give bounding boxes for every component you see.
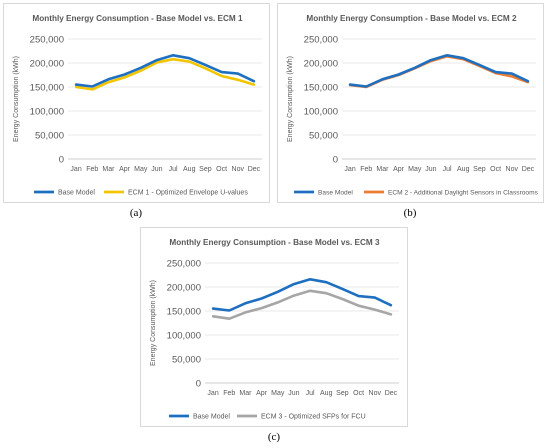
y-tick-label-b-0: 0 xyxy=(333,155,338,166)
y-tick-label-a-1: 50,000 xyxy=(35,131,64,142)
y-tick-label-c-3: 150,000 xyxy=(167,307,201,318)
y-tick-label-b-5: 250,000 xyxy=(304,35,338,46)
x-tick-label-c-1: Feb xyxy=(223,390,235,397)
series-line-c-0 xyxy=(211,277,393,312)
y-tick-label-c-5: 250,000 xyxy=(167,259,201,270)
x-tick-label-c-4: May xyxy=(271,390,285,397)
x-tick-label-b-9: Oct xyxy=(490,166,501,173)
y-tick-label-b-3: 150,000 xyxy=(304,83,338,94)
x-tick-label-c-7: Aug xyxy=(320,390,333,397)
series-line-a-1 xyxy=(74,57,256,91)
x-tick-label-a-0: Jan xyxy=(70,166,81,173)
x-tick-label-a-8: Sep xyxy=(199,166,212,173)
y-tick-label-c-1: 50,000 xyxy=(172,355,201,366)
y-tick-label-a-0: 0 xyxy=(59,155,64,166)
x-tick-label-c-6: Jul xyxy=(306,390,315,397)
y-tick-label-b-1: 50,000 xyxy=(309,131,338,142)
chart-panel-a: Monthly Energy Consumption - Base Model … xyxy=(3,3,270,203)
y-tick-label-b-2: 100,000 xyxy=(304,107,338,118)
x-tick-label-c-2: Mar xyxy=(239,390,252,397)
x-tick-label-b-1: Feb xyxy=(360,166,372,173)
y-axis-label-a: Energy Consumption (kWh) xyxy=(13,56,20,142)
subfigure-label-a: (a) xyxy=(129,207,143,219)
x-tick-label-a-3: Apr xyxy=(119,166,131,173)
chart-svg-b: Monthly Energy Consumption - Base Model … xyxy=(287,14,539,197)
x-tick-label-c-9: Oct xyxy=(353,390,364,397)
legend-label-a-0: Base Model xyxy=(58,190,95,197)
y-tick-label-a-4: 200,000 xyxy=(30,59,64,70)
x-tick-label-a-9: Oct xyxy=(216,166,227,173)
chart-title-a: Monthly Energy Consumption - Base Model … xyxy=(32,14,243,23)
y-tick-label-a-2: 100,000 xyxy=(30,107,64,118)
x-tick-label-a-5: Jun xyxy=(151,166,162,173)
x-tick-label-b-8: Sep xyxy=(473,166,486,173)
legend-label-c-1: ECM 3 - Optimized SFPs for FCU xyxy=(261,414,366,421)
chart-svg-a: Monthly Energy Consumption - Base Model … xyxy=(13,14,262,197)
y-tick-label-b-4: 200,000 xyxy=(304,59,338,70)
x-tick-label-b-7: Aug xyxy=(457,166,470,173)
x-tick-label-c-0: Jan xyxy=(207,390,218,397)
x-tick-label-b-0: Jan xyxy=(344,166,355,173)
x-tick-label-c-10: Nov xyxy=(369,390,382,397)
x-tick-label-c-5: Jun xyxy=(288,390,299,397)
y-axis-label-c: Energy Consumption (kWh) xyxy=(150,280,157,366)
legend-label-b-0: Base Model xyxy=(318,190,353,197)
subfigure-label-c: (c) xyxy=(267,431,281,443)
x-tick-label-a-11: Dec xyxy=(248,166,261,173)
legend-label-a-1: ECM 1 - Optimized Envelope U-values xyxy=(128,190,248,197)
y-tick-label-c-4: 200,000 xyxy=(167,283,201,294)
y-tick-label-a-3: 150,000 xyxy=(30,83,64,94)
x-tick-label-b-2: Mar xyxy=(376,166,389,173)
x-tick-label-b-4: May xyxy=(408,166,422,173)
y-axis-label-b: Energy Consumption (kWh) xyxy=(287,56,294,142)
x-tick-label-c-3: Apr xyxy=(256,390,268,397)
chart-panel-b: Monthly Energy Consumption - Base Model … xyxy=(277,3,544,203)
x-tick-label-c-11: Dec xyxy=(385,390,398,397)
x-tick-label-a-1: Feb xyxy=(86,166,98,173)
legend-label-b-1: ECM 2 - Additional Daylight Sensors in C… xyxy=(388,190,539,197)
chart-title-c: Monthly Energy Consumption - Base Model … xyxy=(169,238,380,247)
x-tick-label-a-2: Mar xyxy=(102,166,115,173)
x-tick-label-a-10: Nov xyxy=(232,166,245,173)
x-tick-label-b-10: Nov xyxy=(506,166,519,173)
x-tick-label-a-4: May xyxy=(134,166,148,173)
x-tick-label-b-5: Jun xyxy=(425,166,436,173)
chart-panel-c: Monthly Energy Consumption - Base Model … xyxy=(140,227,408,427)
chart-title-b: Monthly Energy Consumption - Base Model … xyxy=(306,14,517,23)
chart-svg-c: Monthly Energy Consumption - Base Model … xyxy=(150,238,399,421)
x-tick-label-b-6: Jul xyxy=(443,166,452,173)
x-tick-label-a-6: Jul xyxy=(169,166,178,173)
subfigure-label-b: (b) xyxy=(403,207,417,219)
x-tick-label-b-11: Dec xyxy=(522,166,535,173)
x-tick-label-c-8: Sep xyxy=(336,390,349,397)
series-line-c-1 xyxy=(211,289,393,320)
y-tick-label-c-2: 100,000 xyxy=(167,331,201,342)
series-line-b-0 xyxy=(348,53,530,88)
legend-label-c-0: Base Model xyxy=(193,414,230,421)
x-tick-label-b-3: Apr xyxy=(393,166,405,173)
y-tick-label-c-0: 0 xyxy=(196,379,201,390)
y-tick-label-a-5: 250,000 xyxy=(30,35,64,46)
x-tick-label-a-7: Aug xyxy=(183,166,196,173)
series-line-a-0 xyxy=(74,53,256,88)
